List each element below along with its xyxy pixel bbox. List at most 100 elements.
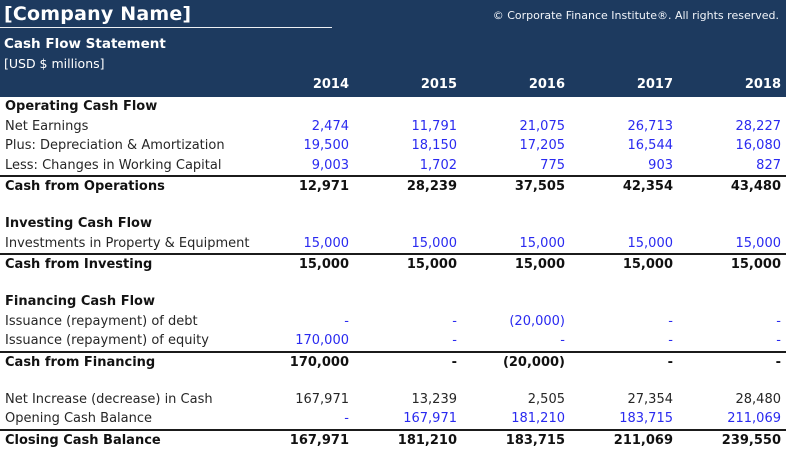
value-net-earnings-2014[interactable]: 2,474: [311, 118, 349, 134]
value-investments-in-property-equipment-2018[interactable]: 15,000: [735, 235, 782, 251]
value-issuance-repayment-of-equity-2016[interactable]: -: [560, 333, 565, 348]
statement-body: Operating Cash Flow Net Earnings 2,474 11,7…: [0, 97, 786, 448]
value-net-earnings-2015[interactable]: 11,791: [411, 118, 458, 134]
value-plus-depreciation-amortization-2014[interactable]: 19,500: [303, 138, 350, 153]
spacer-row: [0, 273, 786, 293]
row-label-operating-cash-flow[interactable]: Operating Cash Flow: [5, 99, 158, 114]
value-cash-from-financing-2016[interactable]: (20,000): [502, 354, 565, 370]
row-label-issuance-repayment-of-equity[interactable]: Issuance (repayment) of equity: [5, 333, 209, 348]
value-cash-from-investing-2016[interactable]: 15,000: [514, 257, 565, 272]
row-investing-cash-flow: Investing Cash Flow: [0, 214, 786, 234]
value-investments-in-property-equipment-2015[interactable]: 15,000: [411, 235, 458, 251]
value-less-changes-in-working-capital-2015[interactable]: 1,702: [419, 157, 457, 173]
row-label-cash-from-investing[interactable]: Cash from Investing: [5, 257, 153, 272]
row-cash-from-financing: Cash from Financing 170,000 - (20,000) - -: [0, 350, 786, 371]
value-net-increase-decrease-in-cash-2016[interactable]: 2,505: [527, 391, 565, 407]
value-opening-cash-balance-2017[interactable]: 183,715: [619, 411, 673, 426]
value-cash-from-operations-2018[interactable]: 43,480: [730, 179, 781, 194]
value-issuance-repayment-of-debt-2014[interactable]: -: [344, 313, 349, 329]
year-header-2016[interactable]: 2016: [528, 76, 565, 92]
row-label-plus-depreciation-amortization[interactable]: Plus: Depreciation & Amortization: [5, 138, 225, 153]
value-cash-from-financing-2017[interactable]: -: [667, 354, 673, 370]
value-cash-from-investing-2018[interactable]: 15,000: [730, 257, 781, 272]
value-closing-cash-balance-2014[interactable]: 167,971: [289, 432, 349, 448]
value-opening-cash-balance-2016[interactable]: 181,210: [511, 411, 565, 426]
value-opening-cash-balance-2014[interactable]: -: [344, 411, 349, 426]
value-cash-from-investing-2014[interactable]: 15,000: [298, 257, 349, 272]
row-label-cash-from-operations[interactable]: Cash from Operations: [5, 179, 165, 194]
value-net-earnings-2017[interactable]: 26,713: [627, 118, 674, 134]
row-label-opening-cash-balance[interactable]: Opening Cash Balance: [5, 411, 152, 426]
value-net-earnings-2018[interactable]: 28,227: [735, 118, 782, 134]
row-label-financing-cash-flow[interactable]: Financing Cash Flow: [5, 294, 155, 309]
value-issuance-repayment-of-debt-2018[interactable]: -: [776, 313, 781, 329]
value-net-earnings-2016[interactable]: 21,075: [519, 118, 566, 134]
year-header-2017[interactable]: 2017: [636, 76, 673, 92]
value-plus-depreciation-amortization-2017[interactable]: 16,544: [627, 138, 674, 153]
value-investments-in-property-equipment-2017[interactable]: 15,000: [627, 235, 674, 251]
value-issuance-repayment-of-equity-2015[interactable]: -: [452, 333, 457, 348]
value-net-increase-decrease-in-cash-2014[interactable]: 167,971: [295, 391, 349, 407]
copyright-text: © Corporate Finance Institute®. All righ…: [492, 9, 779, 22]
year-header-row: 2014 2015 2016 2017 2018: [0, 74, 786, 94]
value-investments-in-property-equipment-2016[interactable]: 15,000: [519, 235, 566, 251]
value-issuance-repayment-of-equity-2017[interactable]: -: [668, 333, 673, 348]
value-issuance-repayment-of-debt-2017[interactable]: -: [668, 313, 673, 329]
value-less-changes-in-working-capital-2018[interactable]: 827: [756, 157, 781, 173]
value-less-changes-in-working-capital-2014[interactable]: 9,003: [311, 157, 349, 173]
value-cash-from-operations-2015[interactable]: 28,239: [406, 179, 457, 194]
row-plus-depreciation-amortization: Plus: Depreciation & Amortization 19,500 1…: [0, 136, 786, 156]
value-cash-from-operations-2014[interactable]: 12,971: [298, 179, 349, 194]
row-net-earnings: Net Earnings 2,474 11,791 21,075 26,713 28,22…: [0, 117, 786, 137]
value-closing-cash-balance-2015[interactable]: 181,210: [397, 432, 457, 448]
row-label-net-earnings[interactable]: Net Earnings: [5, 118, 89, 134]
value-issuance-repayment-of-equity-2018[interactable]: -: [776, 333, 781, 348]
value-cash-from-financing-2015[interactable]: -: [451, 354, 457, 370]
row-issuance-repayment-of-equity: Issuance (repayment) of equity 170,000 - - -…: [0, 331, 786, 351]
units-label[interactable]: [USD $ millions]: [4, 56, 105, 71]
sheet-header: [Company Name] © Corporate Finance Insti…: [0, 0, 786, 97]
value-cash-from-financing-2018[interactable]: -: [775, 354, 781, 370]
year-header-2015[interactable]: 2015: [420, 76, 457, 92]
company-name[interactable]: [Company Name]: [4, 3, 192, 25]
value-cash-from-investing-2015[interactable]: 15,000: [406, 257, 457, 272]
row-label-issuance-repayment-of-debt[interactable]: Issuance (repayment) of debt: [5, 313, 198, 329]
value-closing-cash-balance-2016[interactable]: 183,715: [505, 432, 565, 448]
row-closing-cash-balance: Closing Cash Balance 167,971 181,210 183,71…: [0, 428, 786, 449]
statement-title[interactable]: Cash Flow Statement: [4, 36, 166, 52]
value-opening-cash-balance-2015[interactable]: 167,971: [403, 411, 457, 426]
value-plus-depreciation-amortization-2018[interactable]: 16,080: [735, 138, 782, 153]
value-closing-cash-balance-2017[interactable]: 211,069: [613, 432, 673, 448]
value-cash-from-operations-2017[interactable]: 42,354: [622, 179, 673, 194]
value-less-changes-in-working-capital-2016[interactable]: 775: [540, 157, 565, 173]
year-header-2014[interactable]: 2014: [312, 76, 349, 92]
value-plus-depreciation-amortization-2015[interactable]: 18,150: [411, 138, 458, 153]
value-net-increase-decrease-in-cash-2018[interactable]: 28,480: [735, 391, 782, 407]
value-issuance-repayment-of-debt-2016[interactable]: (20,000): [509, 313, 565, 329]
row-label-cash-from-financing[interactable]: Cash from Financing: [5, 354, 156, 370]
row-less-changes-in-working-capital: Less: Changes in Working Capital 9,003 1,7…: [0, 156, 786, 176]
value-issuance-repayment-of-debt-2015[interactable]: -: [452, 313, 457, 329]
value-cash-from-financing-2014[interactable]: 170,000: [289, 354, 349, 370]
spacer-row: [0, 195, 786, 215]
value-less-changes-in-working-capital-2017[interactable]: 903: [648, 157, 673, 173]
value-net-increase-decrease-in-cash-2015[interactable]: 13,239: [411, 391, 458, 407]
row-operating-cash-flow: Operating Cash Flow: [0, 97, 786, 117]
value-investments-in-property-equipment-2014[interactable]: 15,000: [303, 235, 350, 251]
year-header-2018[interactable]: 2018: [744, 76, 781, 92]
row-label-closing-cash-balance[interactable]: Closing Cash Balance: [5, 432, 161, 448]
value-cash-from-investing-2017[interactable]: 15,000: [622, 257, 673, 272]
row-label-less-changes-in-working-capital[interactable]: Less: Changes in Working Capital: [5, 157, 222, 173]
value-opening-cash-balance-2018[interactable]: 211,069: [727, 411, 781, 426]
value-closing-cash-balance-2018[interactable]: 239,550: [721, 432, 781, 448]
value-plus-depreciation-amortization-2016[interactable]: 17,205: [519, 138, 566, 153]
row-label-investments-in-property-equipment[interactable]: Investments in Property & Equipment: [5, 235, 250, 251]
spacer-row: [0, 370, 786, 390]
value-net-increase-decrease-in-cash-2017[interactable]: 27,354: [627, 391, 674, 407]
value-issuance-repayment-of-equity-2014[interactable]: 170,000: [295, 333, 349, 348]
row-opening-cash-balance: Opening Cash Balance - 167,971 181,210 183,7…: [0, 409, 786, 429]
row-label-net-increase-decrease-in-cash[interactable]: Net Increase (decrease) in Cash: [5, 391, 213, 407]
row-label-investing-cash-flow[interactable]: Investing Cash Flow: [5, 216, 152, 231]
value-cash-from-operations-2016[interactable]: 37,505: [514, 179, 565, 194]
